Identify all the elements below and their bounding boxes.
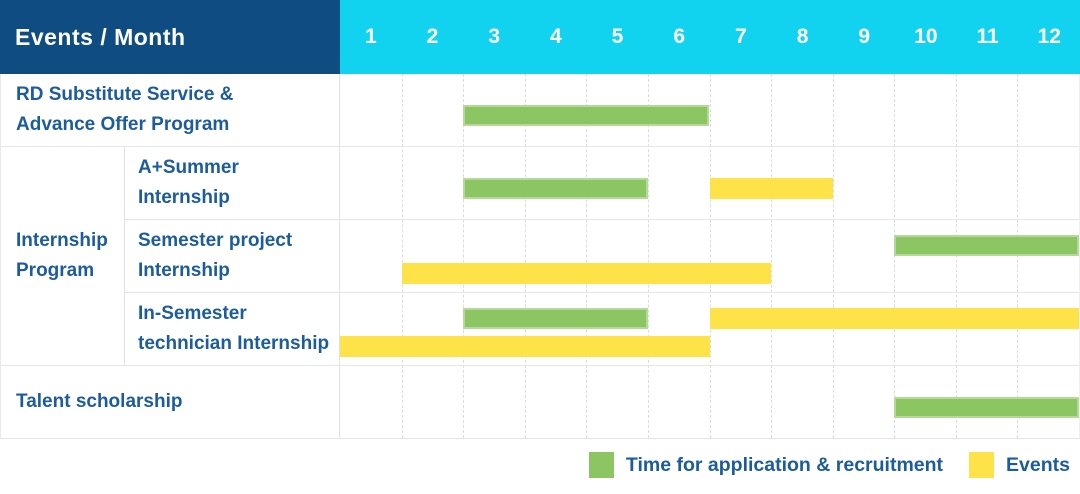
month-header-4: 4 — [550, 25, 562, 48]
month-header-5: 5 — [611, 25, 624, 48]
bar-application-months-3-5 — [463, 178, 648, 199]
bar-events-months-7-8 — [709, 178, 833, 199]
grid-line-month-10 — [894, 74, 896, 438]
row-label-semester-project-internship: Semester project Internship — [125, 220, 340, 293]
legend: Time for application & recruitment Event… — [588, 452, 1070, 478]
grid-line-month-9 — [832, 74, 834, 438]
events-month-header-cell: Events / Month — [0, 0, 340, 74]
bar-application-months-10-12 — [894, 235, 1079, 256]
table-header-row: Events / Month 1 2 3 4 5 6 7 8 9 10 11 12 — [0, 0, 1080, 74]
legend-label-events: Events — [1006, 453, 1070, 476]
internship-sub-labels: A+Summer Internship Semester project Int… — [125, 147, 340, 366]
row-label-rd-substitute-service: RD Substitute Service & Advance Offer Pr… — [1, 74, 340, 147]
month-header-7: 7 — [735, 25, 747, 48]
table-body: RD Substitute Service & Advance Offer Pr… — [0, 74, 1080, 439]
month-header-6: 6 — [673, 25, 686, 48]
legend-label-application: Time for application & recruitment — [625, 453, 944, 476]
grid-row-4 — [340, 366, 1079, 439]
internship-program-group-row: Internship Program A+Summer Internship S… — [1, 147, 340, 366]
grid-row-3 — [340, 293, 1079, 366]
grid-line-month-4 — [524, 74, 526, 438]
grid-row-0 — [340, 74, 1079, 147]
month-header-2: 2 — [426, 25, 439, 48]
row-label-a-plus-summer-internship: A+Summer Internship — [125, 147, 340, 220]
grid-line-month-5 — [586, 74, 588, 438]
group-label-internship-program: Internship Program — [1, 147, 125, 366]
month-header-10: 10 — [914, 25, 938, 48]
grid-line-month-12 — [1017, 74, 1019, 438]
month-header-11: 11 — [976, 25, 999, 48]
grid-line-month-6 — [647, 74, 649, 438]
row-label-talent-scholarship: Talent scholarship — [1, 366, 340, 439]
grid-line-month-7 — [709, 74, 711, 438]
bar-application-months-3-5 — [463, 308, 648, 329]
legend-swatch-application-green — [588, 452, 614, 478]
grid-line-month-3 — [463, 74, 465, 438]
grid-line-month-8 — [771, 74, 773, 438]
grid-row-2 — [340, 220, 1079, 293]
row-labels-column: RD Substitute Service & Advance Offer Pr… — [1, 74, 340, 439]
bar-events-months-1-6 — [340, 336, 710, 357]
bar-events-months-2-7 — [401, 263, 772, 284]
row-label-in-semester-technician-internship: In-Semester technician Internship — [125, 293, 340, 366]
month-header-9: 9 — [858, 25, 871, 48]
bar-application-months-3-6 — [463, 105, 710, 126]
gantt-grid — [340, 74, 1080, 439]
month-header-strip: 1 2 3 4 5 6 7 8 9 10 11 12 — [340, 0, 1080, 74]
bar-events-months-7-12 — [709, 308, 1079, 329]
grid-row-1 — [340, 147, 1079, 220]
month-header-12: 12 — [1037, 25, 1061, 48]
month-header-1: 1 — [364, 25, 377, 48]
month-header-3: 3 — [488, 25, 501, 48]
grid-line-month-11 — [955, 74, 957, 438]
legend-swatch-events-yellow — [969, 452, 995, 478]
month-header-8: 8 — [796, 25, 809, 48]
grid-line-month-2 — [401, 74, 403, 438]
bar-application-months-10-12 — [894, 397, 1079, 418]
